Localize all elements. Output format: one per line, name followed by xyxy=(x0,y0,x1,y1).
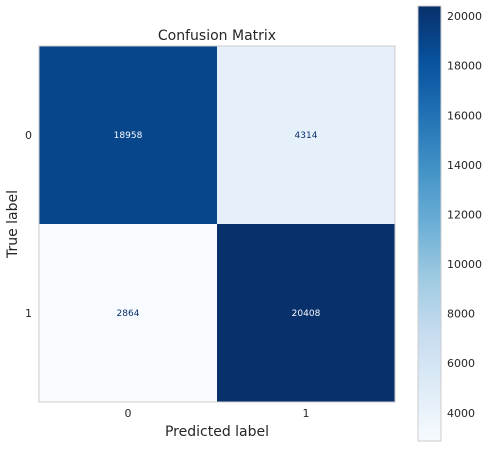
heatmap-cell-1-1 xyxy=(217,224,395,402)
colorbar xyxy=(417,5,442,442)
cell-value-label-1-1: 20408 xyxy=(292,309,321,319)
chart-title: Confusion Matrix xyxy=(158,28,276,44)
cell-value-label-0-0: 18958 xyxy=(114,131,143,141)
colorbar-tick-label-0: 4000 xyxy=(447,407,475,420)
x-axis-label: Predicted label xyxy=(165,424,269,440)
x-tick-label-1: 1 xyxy=(303,407,310,420)
cell-value-label-1-0: 2864 xyxy=(117,309,140,319)
heatmap-cell-0-0 xyxy=(39,46,217,224)
colorbar-tick-label-2: 8000 xyxy=(447,308,475,321)
colorbar-tick-label-5: 14000 xyxy=(447,159,482,172)
heatmap-cells xyxy=(39,46,395,402)
y-tick-labels: 01 xyxy=(25,129,32,320)
heatmap-cell-0-1 xyxy=(217,46,395,224)
y-tick-label-0: 0 xyxy=(25,129,32,142)
cell-value-label-0-1: 4314 xyxy=(295,131,318,141)
colorbar-tick-label-1: 6000 xyxy=(447,357,475,370)
colorbar-tick-label-8: 20000 xyxy=(447,10,482,23)
colorbar-tick-label-7: 18000 xyxy=(447,60,482,73)
y-tick-label-1: 1 xyxy=(25,307,32,320)
x-tick-label-0: 0 xyxy=(125,407,132,420)
colorbar-tick-label-3: 10000 xyxy=(447,258,482,271)
colorbar-tick-label-6: 16000 xyxy=(447,109,482,122)
heatmap-value-labels: 18958 4314 2864 20408 xyxy=(114,131,321,319)
plot-frame xyxy=(38,45,396,403)
y-axis-label: True label xyxy=(5,190,21,259)
heatmap-cell-1-0 xyxy=(39,224,217,402)
colorbar-ticks: 4000 6000 8000 10000 12000 14000 16000 18000 200… xyxy=(447,10,482,420)
colorbar-tick-label-4: 12000 xyxy=(447,208,482,221)
